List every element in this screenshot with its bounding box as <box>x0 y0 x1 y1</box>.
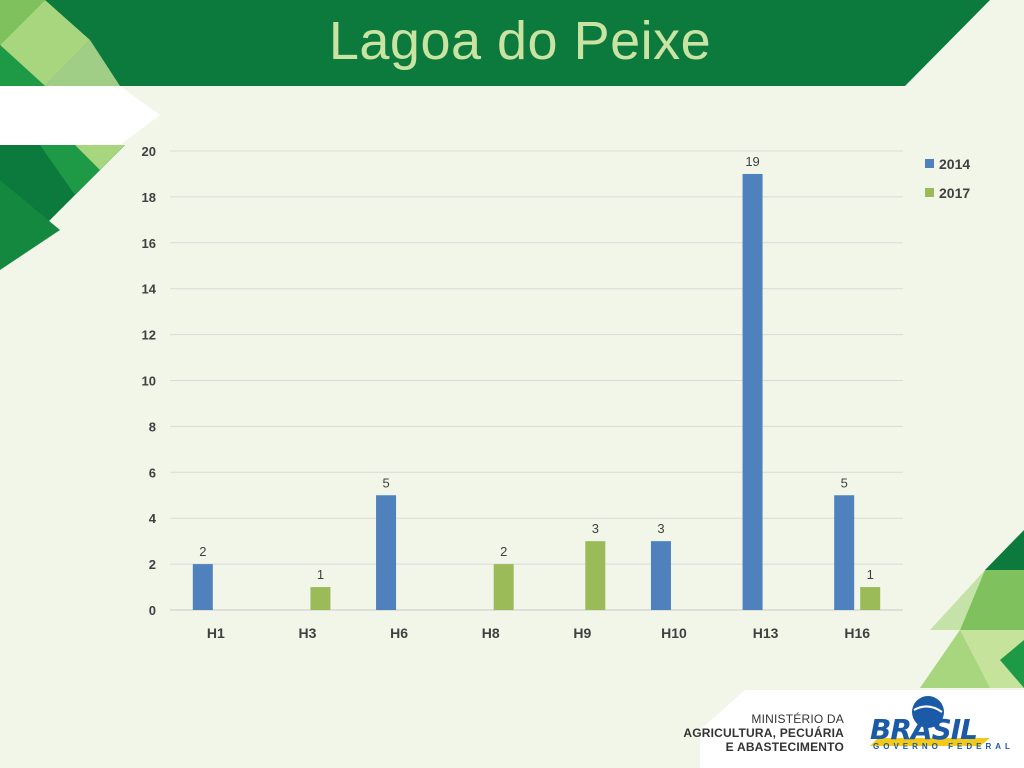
x-tick-label: H8 <box>482 625 500 641</box>
data-label: 19 <box>745 154 759 169</box>
data-label: 2 <box>500 544 507 559</box>
x-tick-label: H13 <box>753 625 779 641</box>
data-label: 3 <box>657 521 664 536</box>
bar-2014-H10 <box>650 541 671 610</box>
data-label: 2 <box>199 544 206 559</box>
data-label: 1 <box>317 567 324 582</box>
bar-2017-H9 <box>585 541 606 610</box>
y-tick-label: 6 <box>149 465 156 480</box>
legend-label: 2017 <box>939 185 970 201</box>
y-tick-label: 0 <box>149 603 156 618</box>
y-tick-label: 12 <box>142 328 156 343</box>
right-decoration <box>920 530 1024 688</box>
bar-2014-H13 <box>742 173 763 610</box>
legend-label: 2014 <box>939 156 970 172</box>
data-label: 5 <box>841 475 848 490</box>
data-label: 3 <box>592 521 599 536</box>
bar-2017-H16 <box>860 587 881 610</box>
y-tick-label: 2 <box>149 557 156 572</box>
data-label: 5 <box>382 475 389 490</box>
y-tick-label: 8 <box>149 419 156 434</box>
bar-2017-H8 <box>493 564 514 610</box>
brasil-logo: BRASIL <box>870 713 978 746</box>
bar-2014-H1 <box>192 564 213 610</box>
y-tick-label: 18 <box>142 190 156 205</box>
bar-2014-H16 <box>834 495 855 610</box>
x-tick-label: H1 <box>207 625 225 641</box>
bar-2017-H3 <box>310 587 331 610</box>
x-tick-label: H10 <box>661 625 687 641</box>
ministry-line3: E ABASTECIMENTO <box>725 740 844 754</box>
y-tick-label: 10 <box>142 374 156 389</box>
y-tick-label: 4 <box>149 511 157 526</box>
legend-swatch-2017 <box>925 188 934 197</box>
x-tick-label: H6 <box>390 625 408 641</box>
y-tick-label: 20 <box>142 144 156 159</box>
legend-swatch-2014 <box>925 159 934 168</box>
left-decoration <box>0 0 160 270</box>
bar-2014-H6 <box>376 495 397 610</box>
ministry-line2: AGRICULTURA, PECUÁRIA <box>683 726 844 740</box>
x-tick-label: H9 <box>573 625 591 641</box>
slide-title: Lagoa do Peixe <box>328 11 712 71</box>
title-banner <box>0 0 990 86</box>
x-tick-label: H3 <box>298 625 316 641</box>
ministry-line1: MINISTÉRIO DA <box>751 712 844 726</box>
data-label: 1 <box>867 567 874 582</box>
governo-federal-text: GOVERNO FEDERAL <box>873 742 1014 751</box>
x-tick-label: H16 <box>844 625 870 641</box>
y-tick-label: 14 <box>142 282 157 297</box>
ministry-logo-text: MINISTÉRIO DA AGRICULTURA, PECUÁRIA E AB… <box>683 712 844 754</box>
y-tick-label: 16 <box>142 236 156 251</box>
footer-panel <box>700 690 1024 768</box>
